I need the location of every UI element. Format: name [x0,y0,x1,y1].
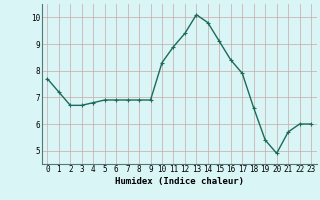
X-axis label: Humidex (Indice chaleur): Humidex (Indice chaleur) [115,177,244,186]
